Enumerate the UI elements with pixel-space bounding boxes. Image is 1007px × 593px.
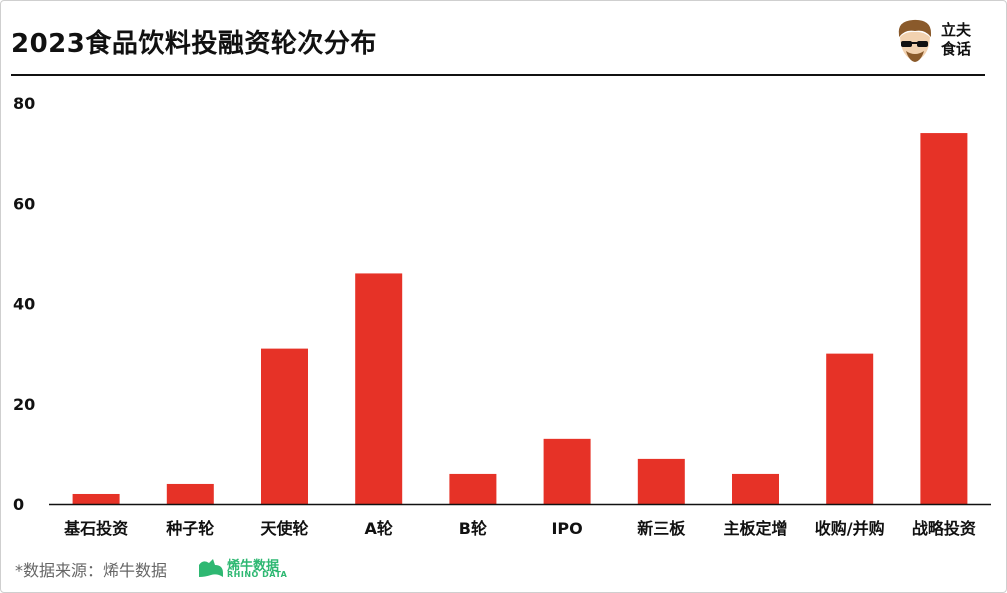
bar <box>166 483 214 504</box>
y-tick-label: 40 <box>13 295 35 314</box>
y-tick-label: 0 <box>13 495 24 514</box>
title-divider <box>11 74 985 76</box>
bar <box>826 353 874 504</box>
x-tick-label: 基石投资 <box>63 519 128 538</box>
bar <box>543 438 591 504</box>
x-tick-label: 天使轮 <box>260 519 308 538</box>
y-tick-label: 60 <box>13 194 35 213</box>
bar-chart: 0 20 40 60 80 基石投资 种子轮 天使轮 A轮 B轮 IPO 新三板 主板定增 收购/并购 战略… <box>13 94 991 538</box>
brand-name-line1: 立夫 <box>941 21 972 39</box>
x-tick-label: 收购/并购 <box>815 519 885 538</box>
rhino-data-name: 烯牛数据 <box>227 559 280 574</box>
brand-name: 立夫 食话 <box>941 21 971 59</box>
bar <box>732 473 779 504</box>
bar <box>72 493 120 504</box>
rhino-icon <box>199 559 223 577</box>
x-tick-label: IPO <box>551 519 582 538</box>
bar <box>637 458 685 504</box>
brand-name-line2: 食话 <box>941 40 972 58</box>
x-tick-label: 新三板 <box>637 519 686 538</box>
bar <box>261 348 308 504</box>
x-tick-label: B轮 <box>459 519 487 538</box>
rhino-data-subtitle: RHINO DATA <box>227 570 288 579</box>
y-tick-label: 80 <box>13 94 35 113</box>
x-tick-label: A轮 <box>365 519 393 538</box>
data-source-note: *数据来源：烯牛数据 <box>15 561 168 580</box>
bar <box>449 473 497 504</box>
y-tick-label: 20 <box>13 395 35 414</box>
chart-title: 2023食品饮料投融资轮次分布 <box>11 29 377 59</box>
bar <box>355 273 403 504</box>
cartoon-face-icon <box>898 19 931 62</box>
x-tick-label: 种子轮 <box>165 519 214 538</box>
brand-logo: 立夫 食话 <box>891 17 991 67</box>
bar <box>920 133 968 504</box>
rhino-data-logo: 烯牛数据 RHINO DATA <box>197 555 297 585</box>
x-tick-label: 主板定增 <box>723 519 787 538</box>
x-tick-label: 战略投资 <box>912 519 976 538</box>
